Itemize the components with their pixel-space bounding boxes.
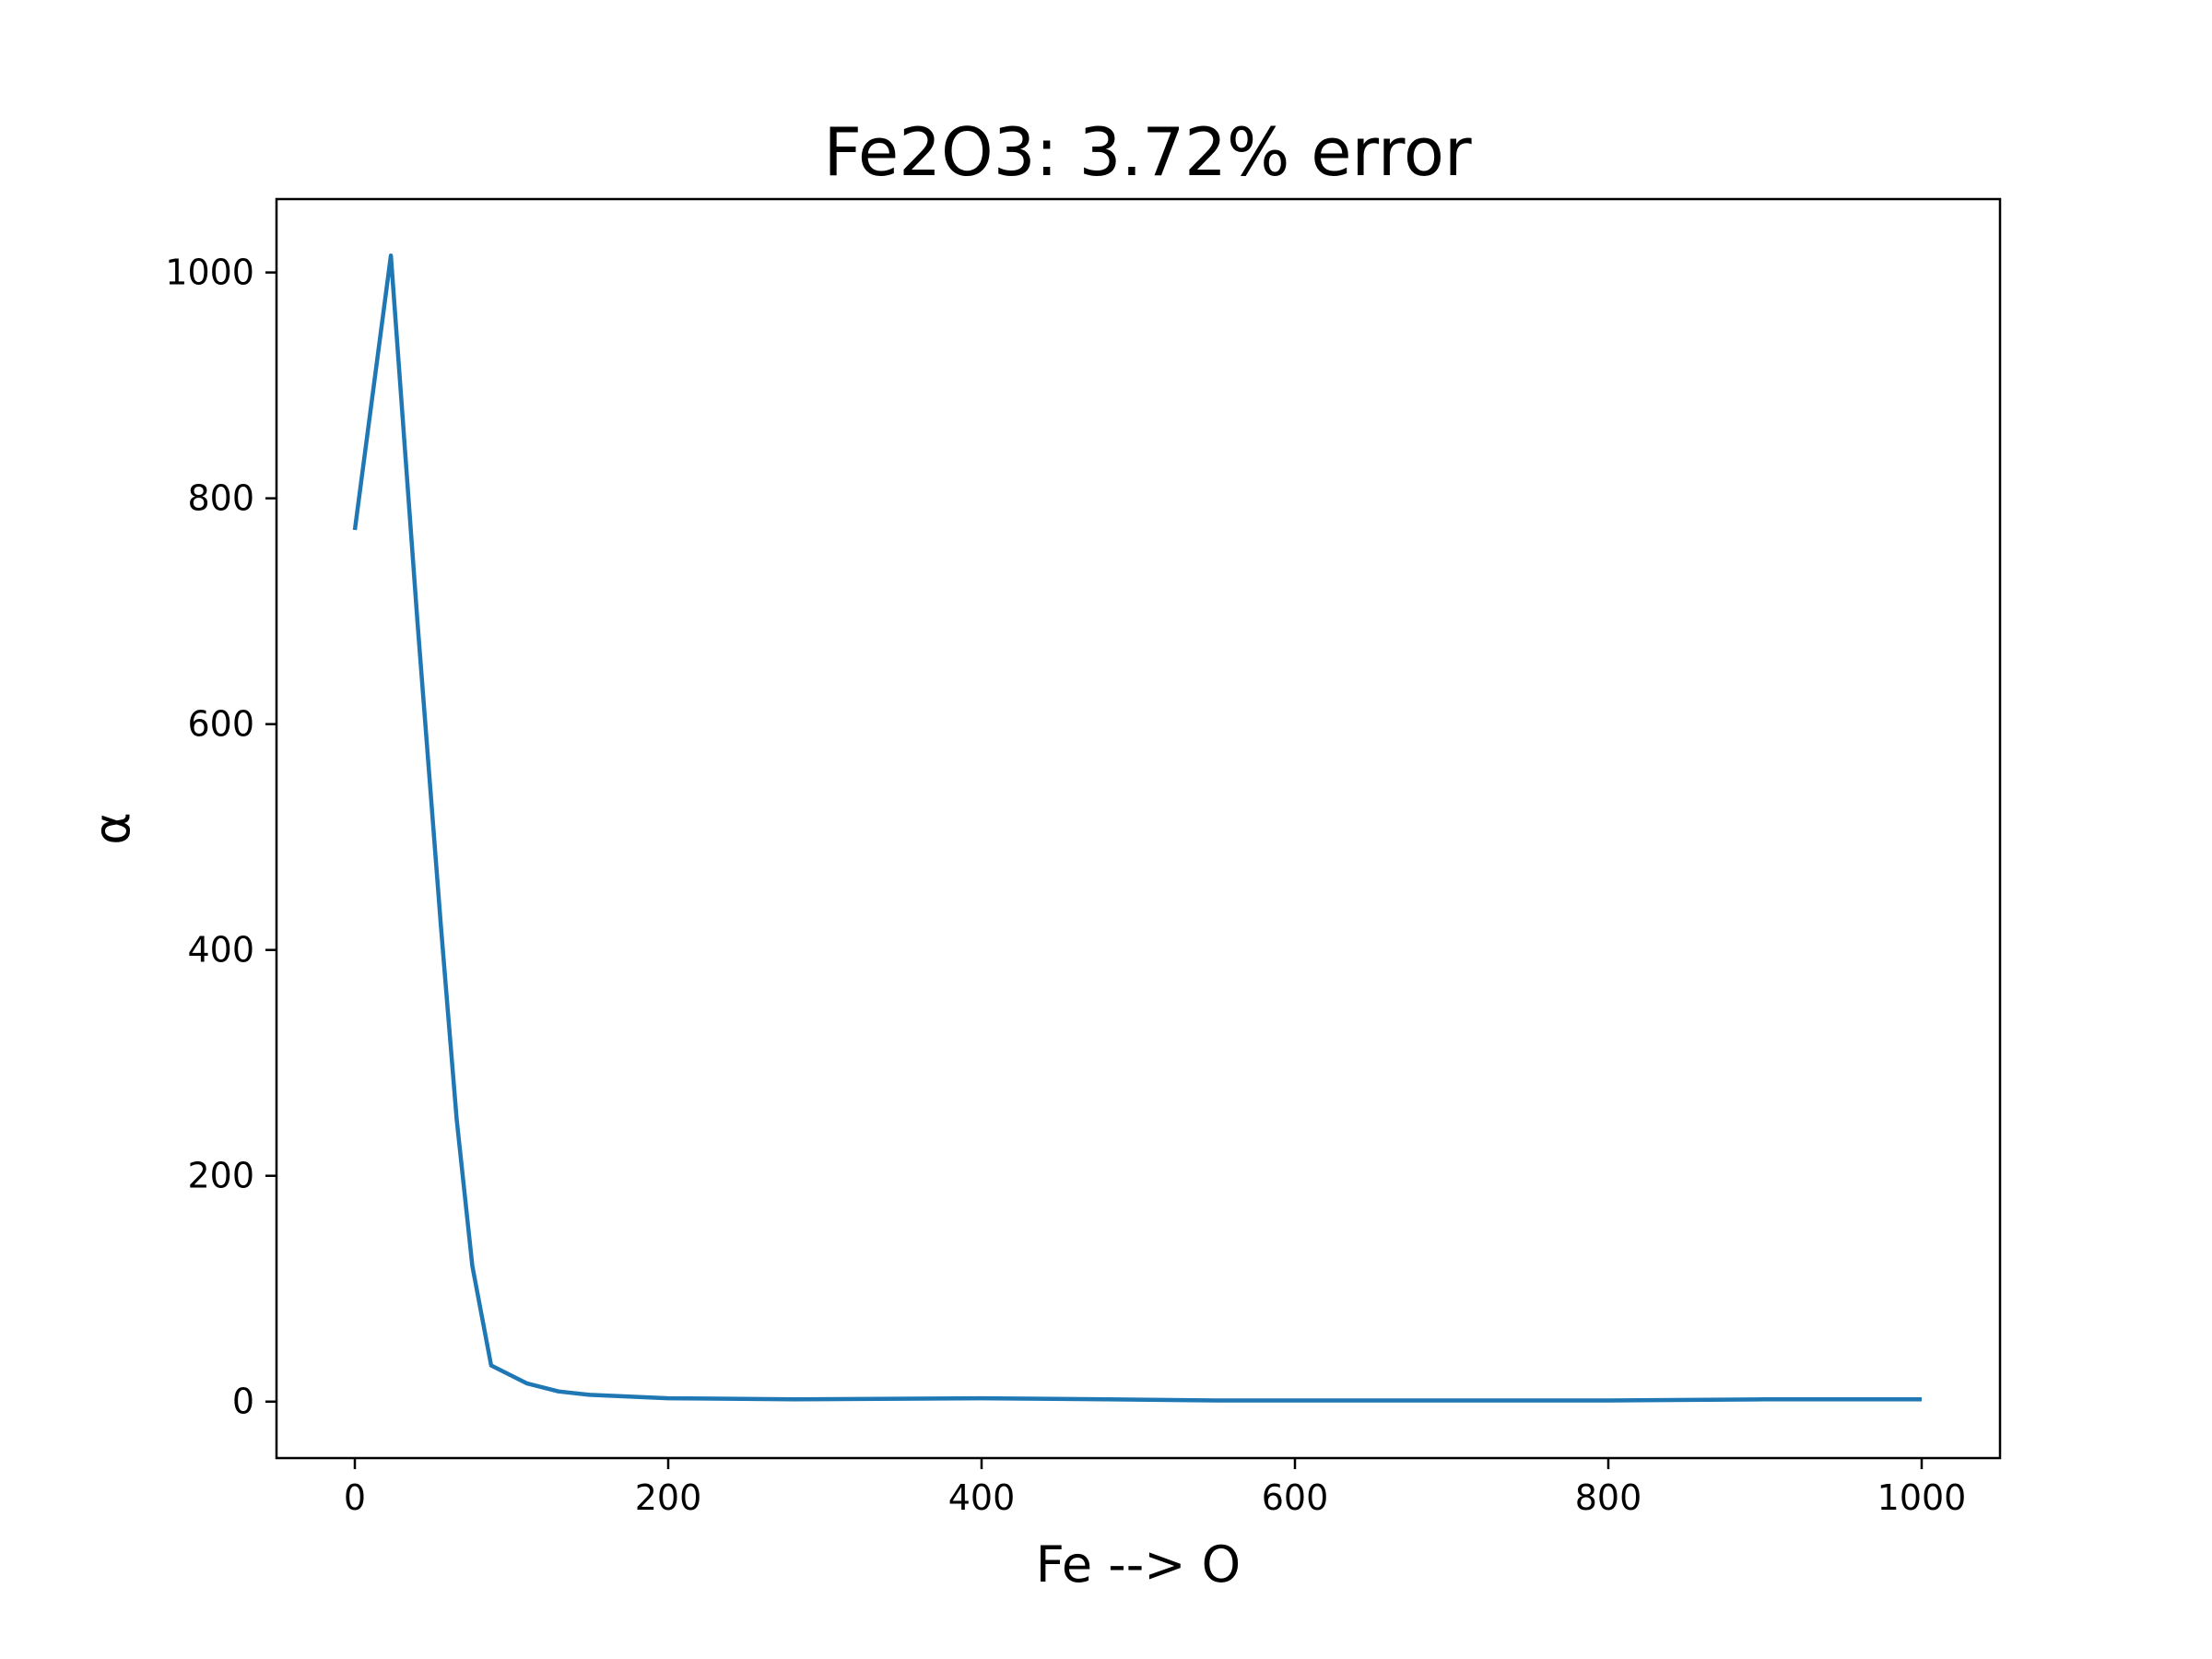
y-axis: 0 200 400 600 800 1000 [165,253,276,1422]
x-tick-label: 200 [635,1477,702,1518]
x-axis: 0 200 400 600 800 1000 [344,1458,1966,1518]
plot-frame [275,197,2002,1460]
x-tick-label: 0 [344,1477,366,1518]
series-layer [352,253,1922,1403]
y-tick-label: 800 [187,478,254,519]
y-tick-label: 600 [187,704,254,745]
x-tick-label: 400 [948,1477,1016,1518]
y-tick-label: 400 [187,930,254,971]
y-tick-label: 1000 [165,253,254,293]
x-tick-label: 600 [1262,1477,1329,1518]
x-tick-label: 1000 [1877,1477,1967,1518]
y-tick-label: 200 [187,1156,254,1196]
x-axis-label: Fe --> O [1036,1535,1241,1594]
chart-title: Fe2O3: 3.72% error [823,113,1472,191]
y-axis-label: α [83,812,141,845]
series-line [352,253,1922,1403]
x-tick-label: 800 [1575,1477,1642,1518]
y-tick-label: 0 [232,1382,254,1422]
